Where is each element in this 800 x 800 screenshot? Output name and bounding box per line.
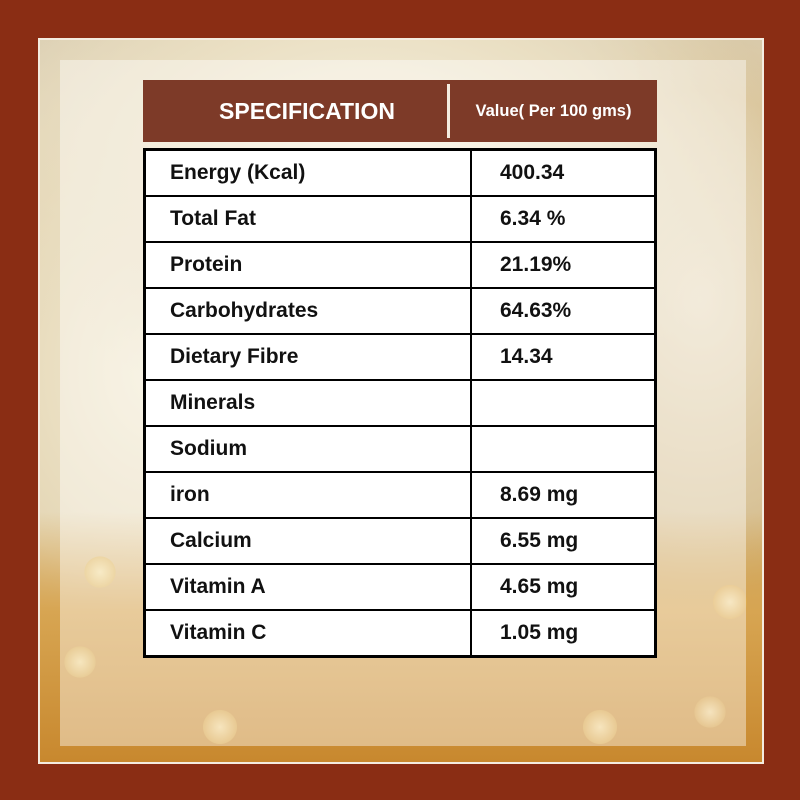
nutrient-name: Vitamin A: [143, 563, 472, 611]
nutrient-value: 6.34 %: [470, 195, 657, 243]
nutrient-name: Minerals: [143, 379, 472, 427]
nutrient-name: Calcium: [143, 517, 472, 565]
table-row: Protein 21.19%: [143, 241, 657, 289]
table-row: Vitamin C 1.05 mg: [143, 609, 657, 658]
table-row: Sodium: [143, 425, 657, 473]
nutrient-value: [470, 425, 657, 473]
table-row: iron 8.69 mg: [143, 471, 657, 519]
nutrient-name: Protein: [143, 241, 472, 289]
nutrient-name: Sodium: [143, 425, 472, 473]
nutrient-name: Dietary Fibre: [143, 333, 472, 381]
nutrient-name: Total Fat: [143, 195, 472, 243]
nutrient-name: Vitamin C: [143, 609, 472, 658]
nutrient-value: 1.05 mg: [470, 609, 657, 658]
nutrient-name: Carbohydrates: [143, 287, 472, 335]
table-row: Dietary Fibre 14.34: [143, 333, 657, 381]
table-row: Total Fat 6.34 %: [143, 195, 657, 243]
nutrient-name: iron: [143, 471, 472, 519]
nutrient-value: 4.65 mg: [470, 563, 657, 611]
table-row: Calcium 6.55 mg: [143, 517, 657, 565]
nutrient-value: 6.55 mg: [470, 517, 657, 565]
table-header: SPECIFICATION Value( Per 100 gms): [143, 80, 657, 142]
nutrient-name: Energy (Kcal): [143, 148, 472, 197]
value-header: Value( Per 100 gms): [475, 101, 632, 120]
nutrient-value: 14.34: [470, 333, 657, 381]
nutrient-value: 8.69 mg: [470, 471, 657, 519]
nutrition-table: Energy (Kcal) 400.34 Total Fat 6.34 % Pr…: [143, 148, 657, 658]
nutrient-value: 400.34: [470, 148, 657, 197]
nutrient-value: [470, 379, 657, 427]
nutrient-value: 21.19%: [470, 241, 657, 289]
header-divider: [447, 84, 450, 138]
table-row: Minerals: [143, 379, 657, 427]
table-row: Carbohydrates 64.63%: [143, 287, 657, 335]
table-row: Vitamin A 4.65 mg: [143, 563, 657, 611]
specification-header: SPECIFICATION: [219, 97, 395, 124]
nutrient-value: 64.63%: [470, 287, 657, 335]
table-row: Energy (Kcal) 400.34: [143, 148, 657, 197]
